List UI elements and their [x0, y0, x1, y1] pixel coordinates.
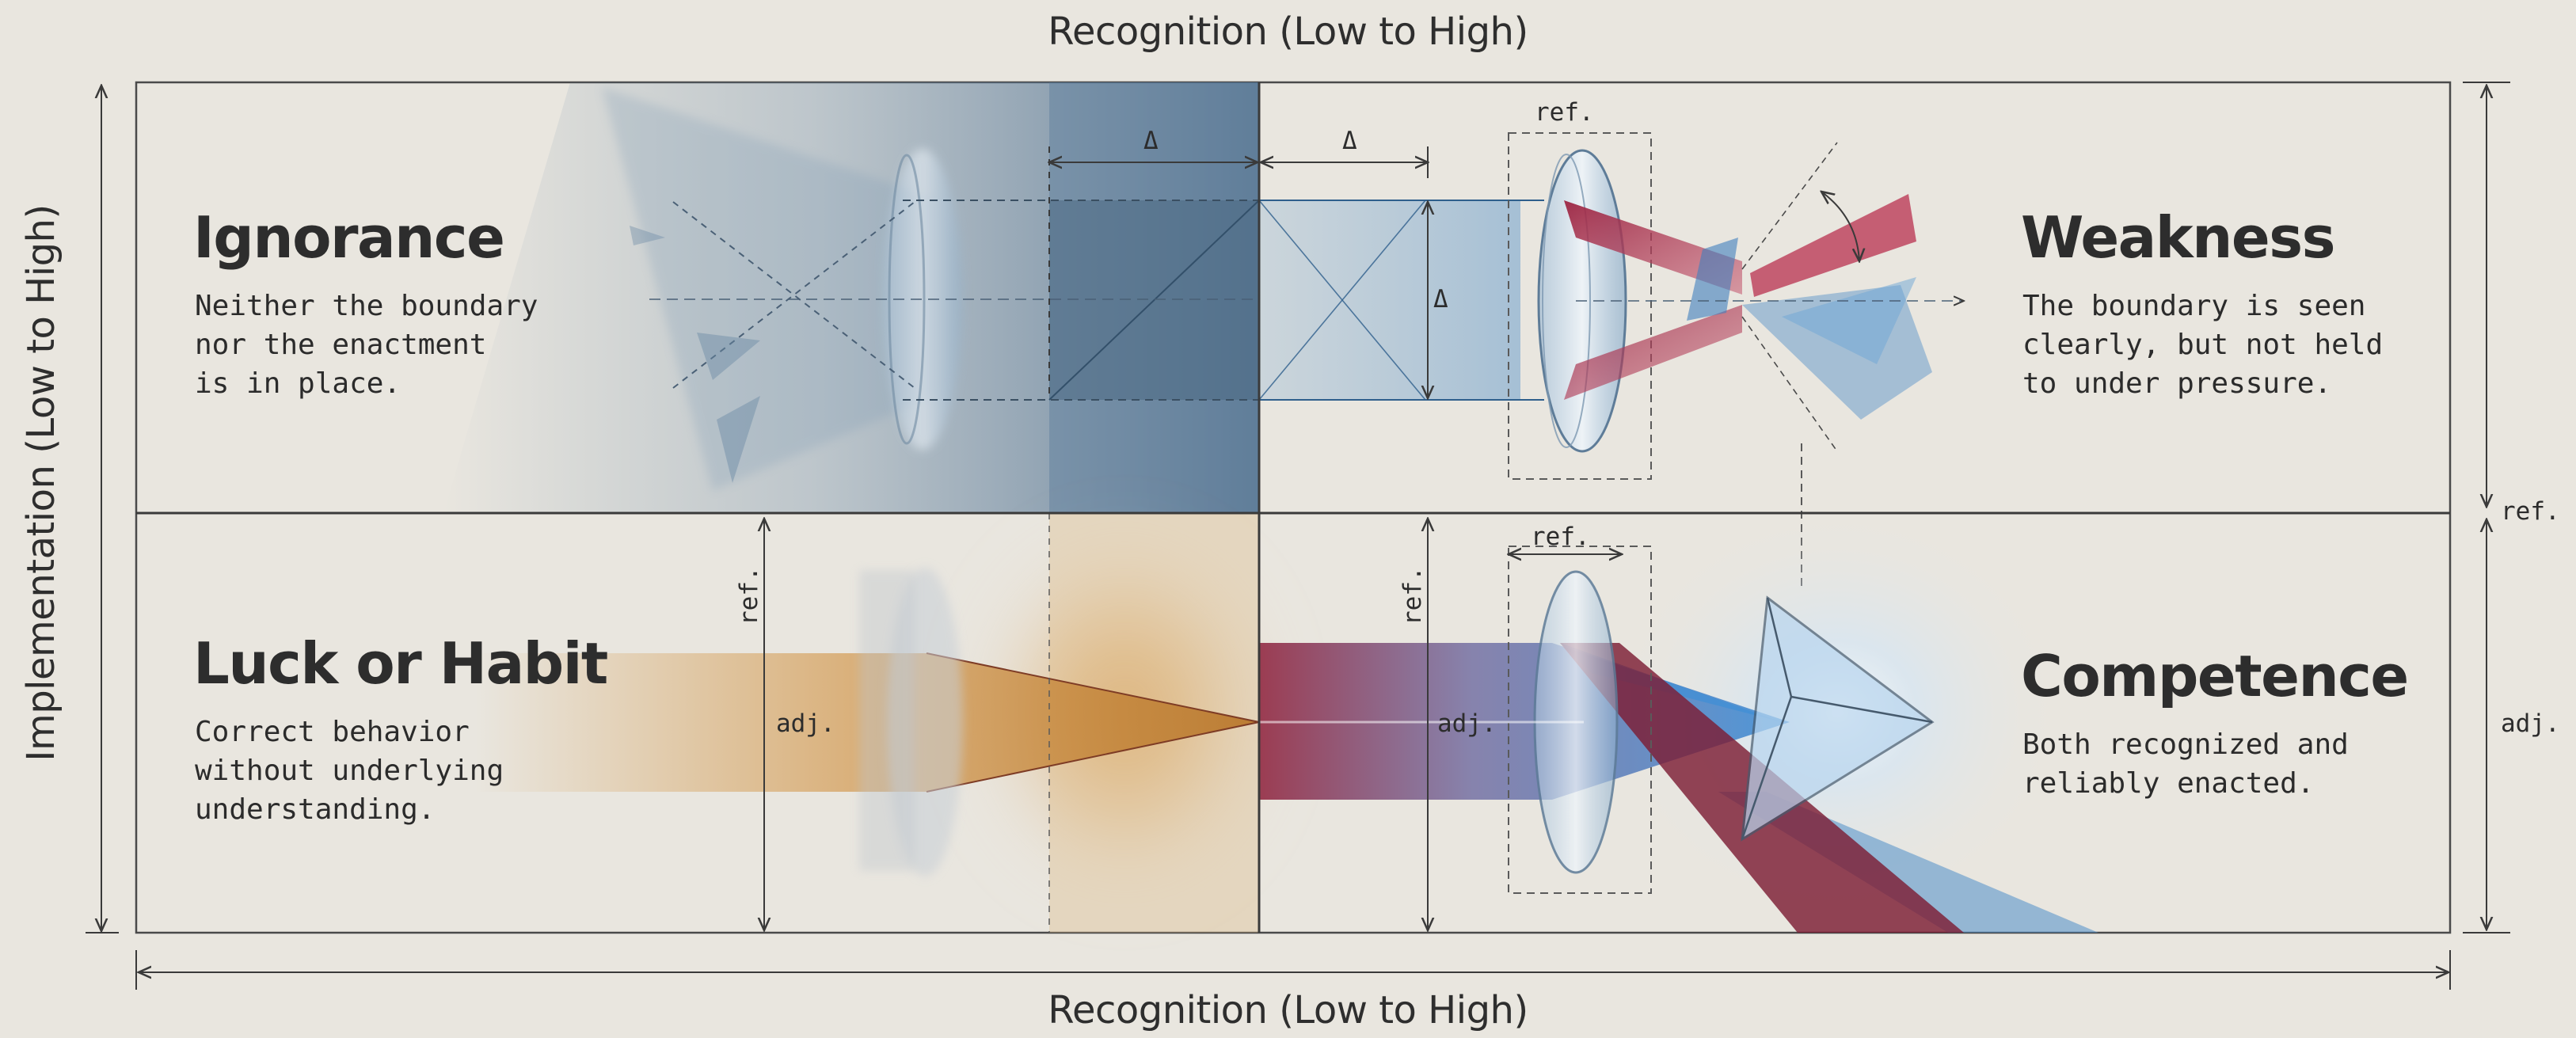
delta-label-beam: Δ: [1433, 285, 1448, 314]
bottom-axis-title: Recognition (Low to High): [1048, 988, 1528, 1032]
competence-description: Both recognized and reliably enacted.: [2022, 728, 2349, 800]
luck-or-habit-title: Luck or Habit: [193, 630, 608, 697]
adj-label-luck: adj.: [776, 709, 835, 738]
ref-label-bottom-lens: ref.: [1531, 523, 1590, 551]
luck-or-habit-description: Correct behavior without underlying unde…: [195, 716, 504, 826]
dimension-marks: [86, 82, 2510, 990]
delta-label-right: Δ: [1342, 127, 1357, 155]
adj-label-right-axis: adj.: [2501, 709, 2560, 738]
competence-title: Competence: [2021, 643, 2409, 709]
adj-label-competence: adj.: [1437, 709, 1497, 738]
weakness-description: The boundary is seen clearly, but not he…: [2022, 290, 2384, 400]
quadrant-frame: [135, 81, 2452, 934]
delta-label-left: Δ: [1143, 127, 1159, 155]
weakness-title: Weakness: [2021, 204, 2335, 271]
ref-label-vertical-luck: ref.: [735, 566, 763, 625]
ref-label-vertical-competence: ref.: [1398, 566, 1427, 625]
weakness-optics: [1258, 132, 1964, 586]
ref-label-top-lens: ref.: [1535, 98, 1594, 127]
top-axis-title: Recognition (Low to High): [1048, 10, 1528, 54]
ignorance-optics: [443, 82, 1260, 513]
left-axis-title: Implementation (Low to High): [19, 204, 63, 762]
ignorance-description: Neither the boundary nor the enactment i…: [195, 290, 538, 400]
ref-label-right-axis: ref.: [2501, 497, 2560, 526]
ignorance-title: Ignorance: [193, 204, 505, 271]
competence-optics: [1259, 507, 2098, 933]
luck-optics: [475, 513, 1283, 933]
